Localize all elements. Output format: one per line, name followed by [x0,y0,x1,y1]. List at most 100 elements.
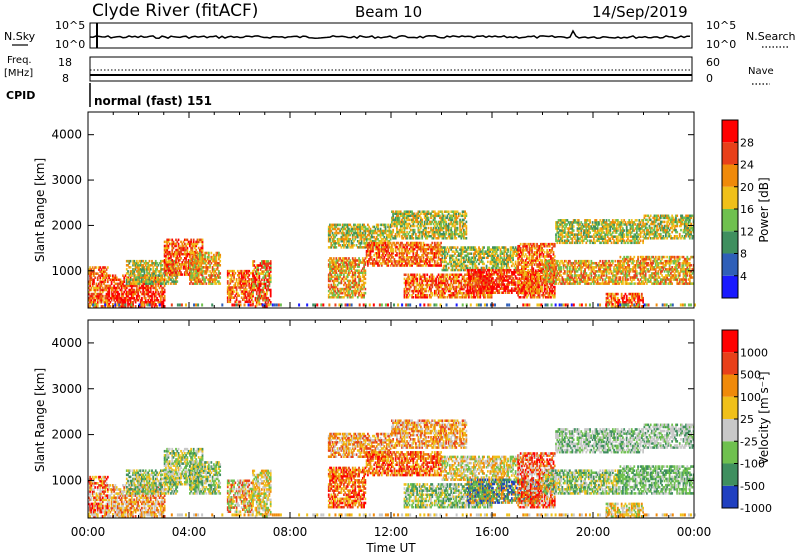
power-cell [122,282,124,286]
power-cell [99,284,102,288]
power-cell [144,261,147,265]
power-cell [168,238,171,242]
power-cell [175,274,177,277]
power-cell [117,286,119,290]
power-cell [153,282,156,285]
power-cell [234,271,237,275]
power-cell [161,290,163,294]
power-cell [117,296,119,300]
power-cell [154,294,157,298]
power-cell [109,284,112,288]
power-cell [238,294,240,297]
power-cell [137,280,139,283]
power-cell [190,276,193,279]
power-cell [153,278,156,282]
power-cell [171,246,174,250]
power-cell [135,282,138,285]
power-cell [171,269,174,272]
power-cell [141,300,143,304]
power-cell [192,255,195,259]
power-cell [129,298,132,302]
power-cell [175,248,177,252]
power-cell [118,294,121,298]
power-cell [96,298,99,302]
power-cell [151,259,153,263]
power-cell [96,278,99,282]
power-cell [90,298,93,302]
power-cell [151,261,153,265]
power-cell [168,273,171,276]
power-cell [151,292,153,296]
power-cell [135,298,138,302]
power-cell [167,267,170,270]
power-cell [135,270,138,273]
power-cell [103,288,105,292]
power-cell [175,282,177,285]
power-cell [178,273,181,276]
power-cell [176,267,179,270]
power-cell [89,270,92,273]
power-cell [185,261,187,264]
power-cell [152,290,155,294]
power-cell [163,267,166,270]
power-cell [147,284,150,288]
power-cell [176,254,179,258]
power-cell [186,273,189,276]
power-cell [197,261,200,265]
power-cell [94,276,97,280]
power-cell [165,282,167,285]
power-cell [185,259,187,262]
power-cell [170,263,172,266]
power-cell [465,220,468,224]
power-cell [157,290,160,294]
power-cell [117,298,119,302]
power-cell [197,259,200,263]
power-cell [124,292,127,296]
power-cell [146,274,148,277]
power-cell [105,284,108,288]
power-cell [137,274,139,277]
power-cell [170,267,172,270]
power-cell [168,269,171,272]
power-cell [195,270,198,273]
power-cell [128,290,131,294]
power-cell [189,252,191,256]
power-cell [190,268,193,271]
power-cell [199,238,201,242]
power-cell [508,266,511,270]
power-cell [141,296,143,300]
power-cell [147,288,150,292]
power-cell [186,248,189,252]
power-cell [416,273,419,277]
power-cell [118,296,121,300]
power-cell [144,280,147,283]
power-cell [147,272,150,275]
power-cell [201,248,204,252]
power-cell [152,274,155,277]
power-cell [167,252,170,256]
power-cell [135,278,138,281]
power-cell [200,248,203,252]
power-cell [142,280,145,283]
power-cell [147,276,150,279]
power-cell [134,300,137,304]
power-cell [195,248,198,252]
power-cell [157,284,160,288]
power-cell [186,242,189,246]
power-cell [144,278,147,281]
power-cell [108,286,110,290]
power-cell [154,288,157,292]
power-cell [147,300,150,304]
power-cell [125,290,128,294]
power-cell [114,290,117,294]
power-cell [123,280,126,284]
power-cell [190,261,193,265]
power-cell [196,280,199,283]
power-cell [111,288,114,292]
power-cell [185,273,187,276]
power-cell [142,259,145,263]
power-cell [157,278,160,281]
power-cell [171,276,174,279]
power-cell [127,270,129,273]
power-cell [125,280,128,283]
